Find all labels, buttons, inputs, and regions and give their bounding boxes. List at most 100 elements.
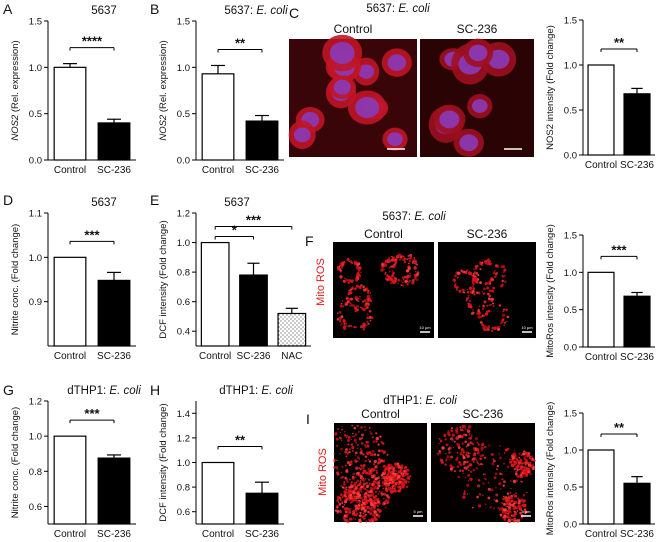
ros-signal xyxy=(370,512,373,515)
panel-i-chart: 0.0 0.5 1.0 1.5 MitoRos intensity (Fold chan… xyxy=(545,402,655,540)
ros-signal xyxy=(499,513,503,517)
ros-signal xyxy=(481,307,484,310)
ros-signal xyxy=(415,278,419,282)
ros-signal xyxy=(516,510,519,512)
ros-signal xyxy=(360,442,364,445)
ros-signal xyxy=(408,281,411,284)
y-axis-label: Nitrite conc. (Fold change) xyxy=(10,224,21,335)
ros-signal xyxy=(468,469,470,471)
ros-signal xyxy=(336,459,338,462)
ros-signal xyxy=(370,474,374,477)
ros-signal xyxy=(526,491,528,494)
ros-signal xyxy=(501,473,503,476)
ros-signal xyxy=(484,478,487,481)
ros-signal xyxy=(488,300,490,302)
ros-signal xyxy=(355,279,358,282)
ros-signal xyxy=(355,476,357,478)
ros-signal xyxy=(386,278,389,282)
ros-signal xyxy=(362,308,366,312)
ros-signal xyxy=(507,520,512,524)
ros-signal xyxy=(490,310,492,313)
ros-signal xyxy=(352,435,354,438)
ros-signal xyxy=(345,322,348,325)
ros-signal xyxy=(493,507,496,510)
ros-signal xyxy=(367,477,369,480)
ros-signal xyxy=(348,300,350,302)
ros-signal xyxy=(347,450,350,454)
ros-signal xyxy=(439,458,442,460)
ros-signal xyxy=(339,275,344,279)
ros-signal xyxy=(351,262,354,264)
ros-signal xyxy=(483,300,487,304)
ros-signal xyxy=(494,270,496,272)
ros-signal xyxy=(461,271,464,273)
ros-signal xyxy=(458,289,462,293)
ros-signal xyxy=(357,471,360,475)
micrograph-title-text: 5637: xyxy=(382,211,411,223)
micrograph-title-italic: E. coli xyxy=(395,3,430,15)
ros-signal xyxy=(393,462,398,466)
ros-signal xyxy=(468,299,471,303)
ros-signal xyxy=(397,463,400,466)
panel-f-chart: 0.0 0.5 1.0 1.5 MitoRos intensity (Fold chan… xyxy=(545,224,655,363)
ros-signal xyxy=(367,299,370,303)
ros-signal xyxy=(388,481,392,485)
ros-signal xyxy=(345,478,349,481)
ros-signal xyxy=(384,271,387,274)
ros-signal xyxy=(463,490,466,492)
ros-signal xyxy=(486,304,489,307)
ros-signal xyxy=(477,484,481,488)
ros-signal xyxy=(471,506,474,509)
ros-signal xyxy=(362,482,366,486)
ros-signal xyxy=(350,518,353,521)
ros-signal xyxy=(480,320,482,323)
ros-signal xyxy=(510,480,512,482)
micrograph-background xyxy=(333,242,434,338)
ros-signal xyxy=(492,302,495,305)
ros-signal xyxy=(448,446,451,449)
ros-signal xyxy=(452,446,455,449)
ros-signal xyxy=(344,277,346,279)
ros-signal xyxy=(365,485,369,489)
ros-signal xyxy=(375,440,378,443)
ros-signal xyxy=(361,472,364,475)
ros-signal xyxy=(503,268,507,272)
ros-signal xyxy=(390,265,393,268)
ros-signal xyxy=(397,278,401,282)
ros-signal xyxy=(499,472,502,476)
ros-signal xyxy=(341,439,343,442)
significance-label: ** xyxy=(235,35,246,50)
ros-signal xyxy=(467,296,470,299)
ros-signal xyxy=(360,271,362,274)
ros-signal xyxy=(484,262,487,265)
ros-signal xyxy=(391,481,394,484)
ros-signal xyxy=(505,308,508,312)
ros-signal xyxy=(472,457,476,461)
ros-signal xyxy=(498,482,502,486)
ros-signal xyxy=(532,465,535,468)
scale-bar-label: 10 µm xyxy=(419,325,431,330)
ros-signal xyxy=(393,480,395,482)
ros-signal xyxy=(365,493,369,497)
ros-signal xyxy=(484,445,487,449)
ros-signal xyxy=(407,266,411,270)
bar xyxy=(587,271,615,348)
ros-signal xyxy=(364,455,368,458)
micrograph-title-italic: E. coli xyxy=(422,395,457,407)
micrograph-image: 10 µm xyxy=(333,242,434,338)
ros-signal xyxy=(483,325,487,329)
ros-signal xyxy=(355,499,359,503)
ros-signal xyxy=(405,485,409,489)
ros-signal xyxy=(478,493,482,496)
nucleus xyxy=(293,127,311,143)
ros-signal xyxy=(476,441,479,444)
ros-signal xyxy=(407,481,410,483)
ros-signal xyxy=(340,485,343,487)
ros-signal xyxy=(356,484,359,487)
ros-signal xyxy=(375,471,379,475)
ros-signal xyxy=(453,440,456,443)
ros-signal xyxy=(366,506,370,510)
ros-signal xyxy=(413,273,417,277)
y-tick-label: 1.5 xyxy=(564,409,577,420)
ros-signal xyxy=(353,481,357,485)
